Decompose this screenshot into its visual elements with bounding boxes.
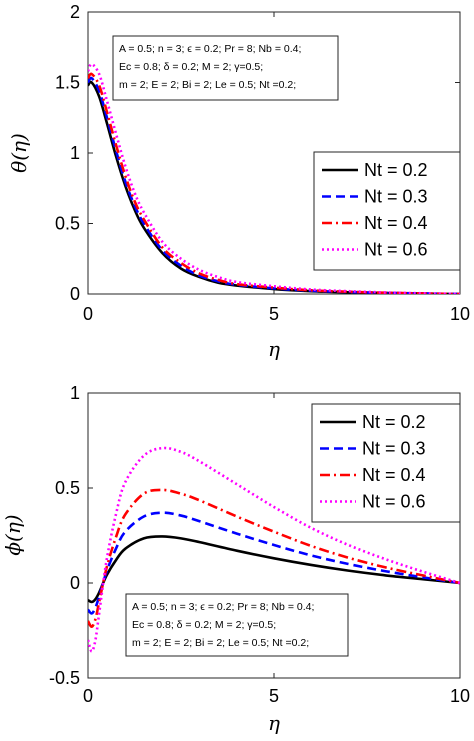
y-tick-label: 0 — [70, 573, 80, 593]
y-tick-label: 1.5 — [55, 73, 80, 93]
annotation-line: A = 0.5; n = 3; ϵ = 0.2; Pr = 8; Nb = 0.… — [119, 43, 301, 55]
x-axis-label: η — [268, 711, 280, 735]
legend: Nt = 0.2 Nt = 0.3 Nt = 0.4 Nt = 0.6 — [311, 403, 461, 523]
legend-entry: Nt = 0.6 — [362, 492, 426, 512]
annotation-box — [125, 593, 349, 657]
x-tick-label: 10 — [450, 686, 470, 706]
parameter-annotation: A = 0.5; n = 3; ϵ = 0.2; Pr = 8; Nb = 0.… — [125, 593, 349, 657]
legend: Nt = 0.2 Nt = 0.3 Nt = 0.4 Nt = 0.6 — [313, 151, 461, 271]
x-tick-label: 5 — [269, 686, 279, 706]
annotation-line: Ec = 0.8; δ = 0.2; M = 2; γ=0.5; — [119, 61, 263, 73]
series-line-03 — [88, 76, 460, 294]
y-tick-label: 1 — [70, 143, 80, 163]
series-line-06 — [88, 62, 460, 294]
annotation-line: m = 2; E = 2; Bi = 2; Le = 0.5; Nt =0.2; — [132, 637, 309, 649]
legend-entry: Nt = 0.4 — [364, 213, 428, 233]
series-line-02 — [88, 80, 460, 294]
y-tick-label: 2 — [70, 2, 80, 22]
series-line-04 — [88, 72, 460, 294]
y-tick-label: 0 — [70, 284, 80, 304]
legend-entry: Nt = 0.4 — [362, 465, 426, 485]
y-tick-label: -0.5 — [49, 668, 80, 688]
x-tick-label: 0 — [83, 686, 93, 706]
x-tick-label: 5 — [269, 304, 279, 324]
annotation-line: A = 0.5; n = 3; ϵ = 0.2; Pr = 8; Nb = 0.… — [132, 601, 314, 613]
series-line-04 — [88, 488, 460, 628]
series-line-02 — [88, 535, 460, 604]
series-group — [88, 446, 460, 653]
y-axis-label: θ(η) — [7, 133, 31, 173]
legend-entry: Nt = 0.3 — [362, 439, 426, 459]
annotation-line: Ec = 0.8; δ = 0.2; M = 2; γ=0.5; — [132, 619, 276, 631]
legend-entry: Nt = 0.2 — [364, 160, 428, 180]
series-line-03 — [88, 511, 460, 615]
x-tick-label: 10 — [450, 304, 470, 324]
annotation-line: m = 2; E = 2; Bi = 2; Le = 0.5; Nt =0.2; — [119, 79, 296, 91]
y-tick-label: 1 — [70, 383, 80, 403]
y-axis-label: ϕ(η) — [1, 514, 25, 555]
parameter-annotation: A = 0.5; n = 3; ϵ = 0.2; Pr = 8; Nb = 0.… — [112, 35, 339, 101]
legend-entry: Nt = 0.6 — [364, 240, 428, 260]
y-tick-label: 0.5 — [55, 478, 80, 498]
x-axis-label: η — [268, 337, 280, 361]
series-group — [88, 62, 460, 294]
x-tick-label: 0 — [83, 304, 93, 324]
legend-entry: Nt = 0.2 — [362, 412, 426, 432]
y-tick-label: 0.5 — [55, 214, 80, 234]
annotation-box — [112, 35, 339, 101]
legend-entry: Nt = 0.3 — [364, 187, 428, 207]
